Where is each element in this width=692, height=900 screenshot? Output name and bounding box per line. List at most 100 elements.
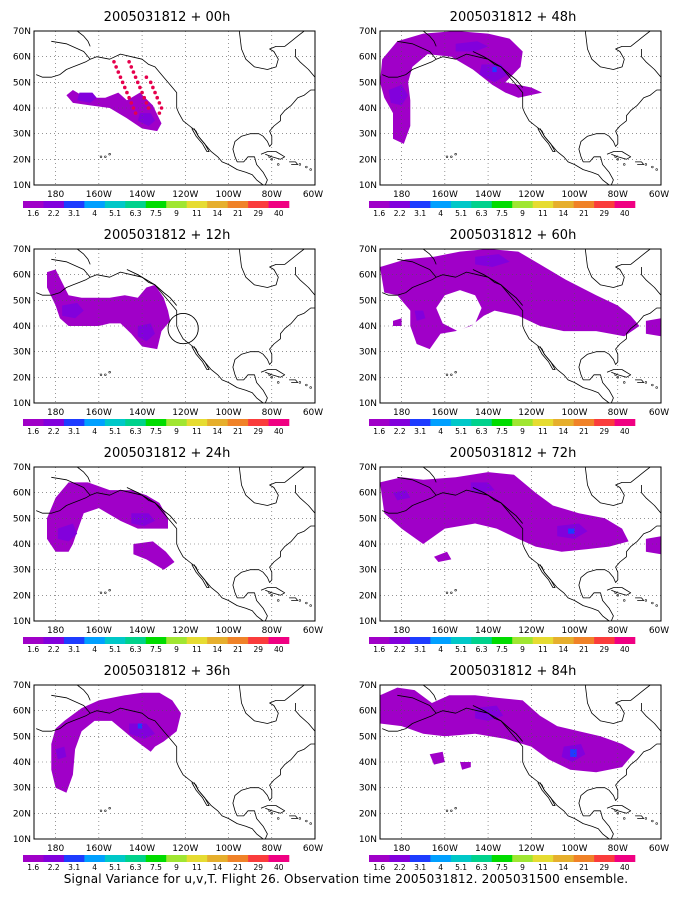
lat-label: 60N — [359, 707, 377, 717]
colorbar-swatch — [369, 855, 390, 862]
observation-dot — [125, 90, 129, 95]
island — [454, 153, 457, 156]
map-frame — [33, 684, 316, 840]
coastline — [422, 31, 437, 47]
coastline — [36, 712, 91, 732]
colorbar-label: 11 — [192, 427, 202, 436]
variance-region-level-2 — [470, 482, 495, 493]
lat-label: 50N — [13, 514, 31, 524]
lon-label: 100W — [215, 190, 241, 200]
colorbar-label: 6.3 — [476, 209, 488, 218]
flight-track — [126, 269, 178, 306]
island — [108, 153, 111, 156]
colorbar-label: 9 — [520, 209, 525, 218]
flight-track — [126, 487, 178, 524]
coastline — [295, 485, 315, 514]
map-panel-7: 2005031812 + 84h 70N 60N 50N 40N 30N 20N 10N 180… — [346, 654, 692, 872]
island — [99, 591, 103, 594]
lat-label: 40N — [13, 322, 31, 332]
island — [298, 599, 302, 602]
colorbar-swatch — [409, 855, 431, 862]
variance-region-level-3 — [492, 66, 497, 73]
variance-region-level-2 — [77, 92, 97, 103]
coastline — [584, 685, 651, 724]
lat-label: 20N — [13, 809, 31, 819]
island — [655, 604, 658, 607]
colorbar-swatch — [125, 419, 147, 426]
colorbar-label: 3.1 — [414, 209, 426, 218]
island — [277, 817, 280, 820]
lon-label: 60W — [649, 844, 669, 854]
island — [270, 376, 273, 379]
colorbar-swatch — [614, 419, 636, 426]
island — [445, 155, 449, 158]
island — [270, 594, 273, 597]
lat-label: 60N — [359, 53, 377, 63]
lat-label: 70N — [13, 27, 31, 37]
colorbar-swatch — [104, 201, 126, 208]
panel-title: 2005031812 + 00h — [104, 10, 231, 25]
lon-label: 100W — [215, 844, 241, 854]
colorbar-swatch — [450, 419, 472, 426]
coastline — [641, 267, 661, 296]
island — [616, 594, 619, 597]
island — [268, 809, 271, 812]
variance-region-level-1 — [429, 751, 445, 765]
lon-label: 80W — [262, 190, 282, 200]
lat-label: 20N — [13, 373, 31, 383]
observation-dot — [135, 80, 140, 85]
panel-title: 2005031812 + 36h — [104, 664, 231, 679]
map-panel-svg: 2005031812 + 72h 70N 60N 50N 40N 30N 20N 10N 180… — [359, 446, 669, 654]
colorbar-swatch — [369, 201, 390, 208]
colorbar-swatch — [268, 637, 290, 644]
colorbar-label: 14 — [559, 863, 569, 872]
island — [108, 807, 111, 810]
coastline — [260, 587, 286, 596]
lon-label: 60W — [649, 408, 669, 418]
lat-label: 60N — [13, 53, 31, 63]
map-area — [380, 685, 661, 839]
coastline — [382, 276, 437, 296]
map-panel-0: 2005031812 + 00h 70N 60N 50N 40N 30N 20N 10N 180… — [0, 0, 346, 218]
colorbar-label: 1.6 — [373, 645, 385, 654]
island — [104, 155, 107, 158]
lon-label: 180 — [47, 844, 64, 854]
island — [454, 589, 457, 592]
island — [270, 812, 273, 815]
variance-region-level-2 — [475, 254, 510, 267]
lon-label: 180 — [393, 626, 410, 636]
colorbar-swatch — [43, 201, 65, 208]
colorbar-swatch — [207, 637, 228, 644]
colorbar-swatch — [145, 855, 167, 862]
colorbar-swatch — [594, 419, 615, 426]
coastline — [606, 151, 632, 160]
coastline — [289, 815, 299, 819]
colorbar-label: 21 — [233, 427, 243, 436]
colorbar-label: 9 — [520, 645, 525, 654]
coastline — [191, 564, 210, 589]
colorbar-swatch — [471, 201, 493, 208]
lat-label: 70N — [359, 681, 377, 691]
coastline — [232, 89, 315, 185]
colorbar-label: 1.6 — [27, 863, 39, 872]
observation-dot — [151, 85, 155, 90]
colorbar-swatch — [389, 201, 411, 208]
lon-label: 180 — [47, 408, 64, 418]
coastline — [660, 302, 661, 304]
observation-dot — [140, 90, 144, 95]
variance-region-level-2 — [455, 41, 489, 52]
colorbar-swatch — [227, 855, 249, 862]
observation-dot — [157, 111, 162, 115]
colorbar-swatch — [166, 855, 187, 862]
island — [305, 165, 308, 169]
island — [655, 822, 658, 825]
colorbar-swatch — [430, 855, 452, 862]
variance-region-level-1 — [133, 541, 175, 570]
lon-label: 60W — [303, 626, 323, 636]
colorbar-label: 4 — [92, 863, 97, 872]
coastline — [422, 685, 437, 701]
lon-label: 120W — [172, 190, 198, 200]
colorbar-label: 6.3 — [476, 645, 488, 654]
colorbar-swatch — [43, 855, 65, 862]
lon-label: 160W — [432, 190, 458, 200]
